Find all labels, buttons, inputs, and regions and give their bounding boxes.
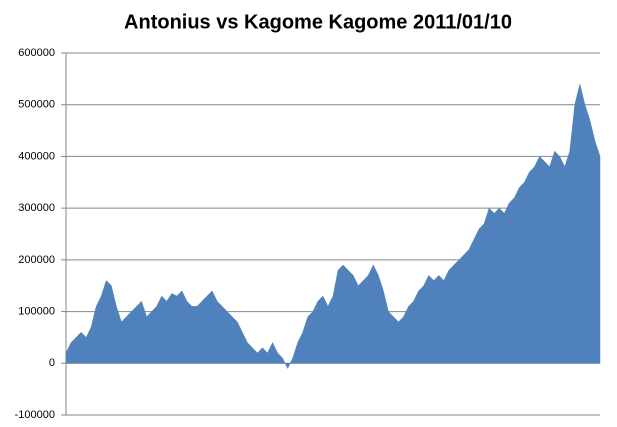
y-tick-label: 500000 bbox=[18, 99, 55, 111]
y-tick-label: 400000 bbox=[18, 150, 55, 162]
y-tick-label: 600000 bbox=[18, 47, 55, 59]
chart-title: Antonius vs Kagome Kagome 2011/01/10 bbox=[124, 11, 512, 33]
y-tick-label: -100000 bbox=[15, 409, 55, 421]
area bbox=[65, 83, 601, 370]
y-tick-label: 100000 bbox=[18, 305, 55, 317]
y-tick-label: 0 bbox=[49, 357, 55, 369]
y-tick-label: 200000 bbox=[18, 254, 55, 266]
y-tick-label: 300000 bbox=[18, 202, 55, 214]
